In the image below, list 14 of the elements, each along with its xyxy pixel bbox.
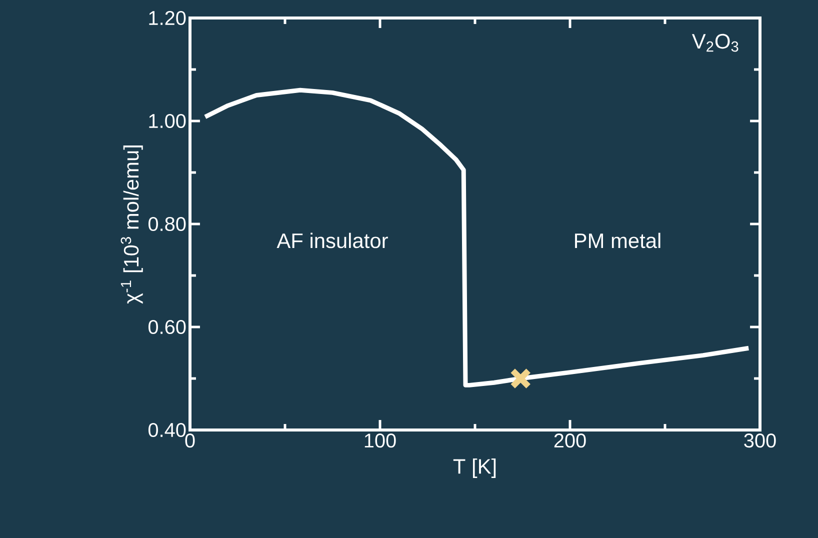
annotation: V$_{2}$O$_{3}$ (692, 34, 738, 52)
x-tick-label: 200 (554, 434, 586, 448)
y-tick-label: 0.80 (148, 216, 186, 232)
y-tick-label: 0.40 (148, 422, 186, 438)
annotation: AF insulator (276, 232, 388, 248)
y-tick-label: 0.60 (148, 320, 186, 334)
x-tick-label: 300 (744, 434, 776, 448)
y-tick-label: 1.00 (149, 114, 186, 128)
y-axis-title: χ$^{-1}$ [10$^{3}$ mol/emu] (120, 146, 143, 304)
x-tick-label: 100 (364, 434, 396, 448)
y-tick-label: 1.20 (149, 10, 186, 26)
annotation: PM metal (575, 232, 660, 248)
x-tick-label: 0 (185, 434, 195, 448)
x-axis-title: T [K] (453, 458, 496, 478)
